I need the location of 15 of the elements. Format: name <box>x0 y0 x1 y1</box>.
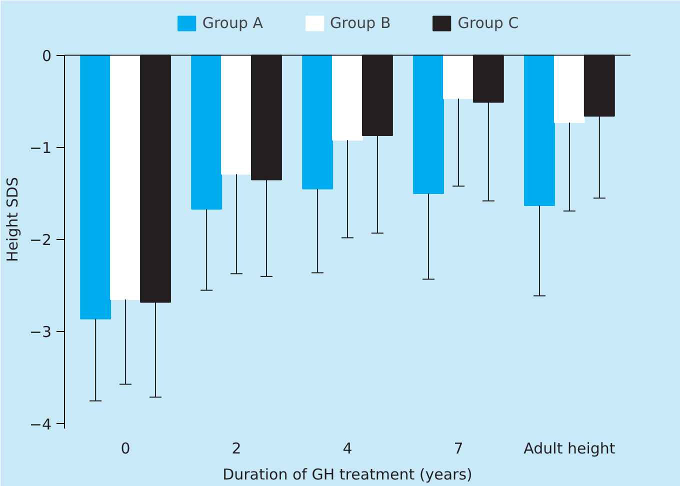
legend-label: Group B <box>330 14 391 32</box>
x-tick-label: 2 <box>232 440 242 458</box>
legend-label: Group C <box>458 14 519 32</box>
y-tick-label: −1 <box>29 138 52 157</box>
x-axis-title: Duration of GH treatment (years) <box>222 466 472 484</box>
x-tick-label: 4 <box>342 440 352 458</box>
y-tick-label: 0 <box>42 46 52 65</box>
x-tick-label: Adult height <box>524 440 616 458</box>
x-tick-label: 7 <box>454 440 464 458</box>
y-axis-title: Height SDS <box>3 177 22 262</box>
legend-label: Group A <box>202 14 264 32</box>
x-tick-label: 0 <box>120 440 130 458</box>
y-tick-label: −3 <box>29 323 52 342</box>
y-tick-label: −4 <box>29 415 52 434</box>
y-tick-label: −2 <box>29 231 52 250</box>
